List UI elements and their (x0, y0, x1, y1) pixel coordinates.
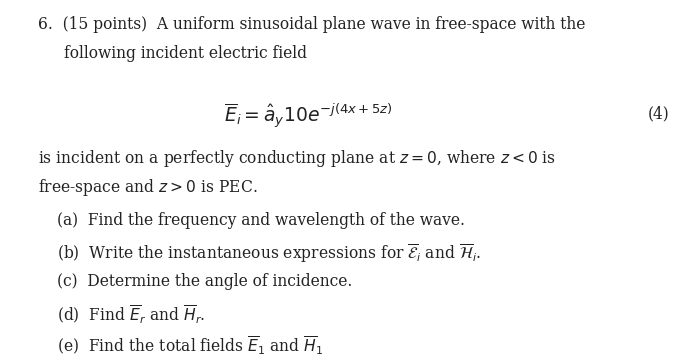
Text: (b)  Write the instantaneous expressions for $\overline{\mathcal{E}}_i$ and $\ov: (b) Write the instantaneous expressions … (57, 243, 482, 265)
Text: (e)  Find the total fields $\overline{E}_1$ and $\overline{H}_1$: (e) Find the total fields $\overline{E}_… (57, 335, 324, 357)
Text: 6.  (15 points)  A uniform sinusoidal plane wave in free-space with the: 6. (15 points) A uniform sinusoidal plan… (38, 16, 586, 33)
Text: (d)  Find $\overline{E}_r$ and $\overline{H}_r$.: (d) Find $\overline{E}_r$ and $\overline… (57, 303, 206, 325)
Text: following incident electric field: following incident electric field (64, 45, 307, 62)
Text: (c)  Determine the angle of incidence.: (c) Determine the angle of incidence. (57, 273, 353, 290)
Text: $\overline{E}_i = \hat{a}_y 10e^{-j(4x+5z)}$: $\overline{E}_i = \hat{a}_y 10e^{-j(4x+5… (223, 101, 393, 130)
Text: is incident on a perfectly conducting plane at $z = 0$, where $z < 0$ is: is incident on a perfectly conducting pl… (38, 148, 556, 169)
Text: free-space and $z > 0$ is PEC.: free-space and $z > 0$ is PEC. (38, 177, 258, 198)
Text: (4): (4) (648, 105, 669, 122)
Text: (a)  Find the frequency and wavelength of the wave.: (a) Find the frequency and wavelength of… (57, 212, 466, 229)
